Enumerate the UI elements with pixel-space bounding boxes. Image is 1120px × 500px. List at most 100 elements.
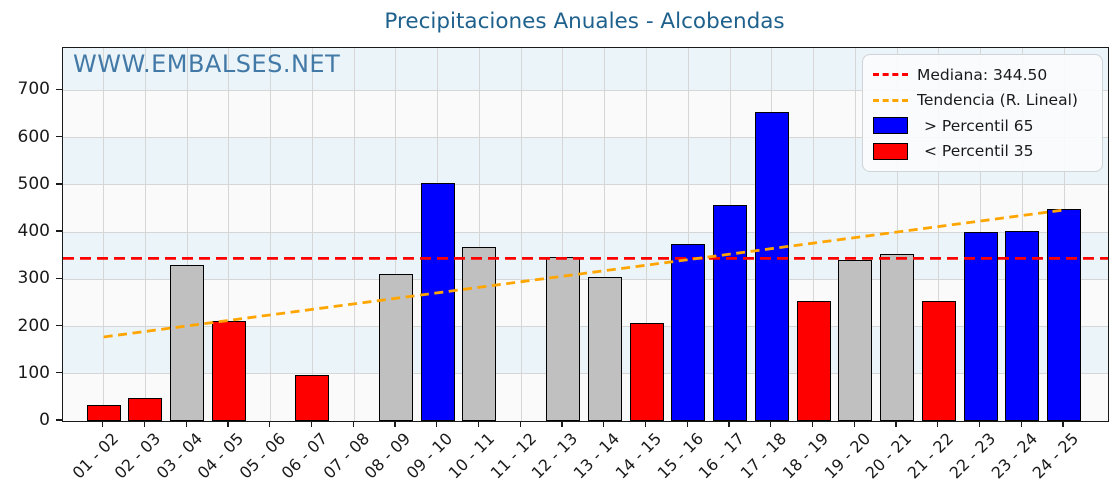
- y-tick-label: 300: [17, 268, 50, 289]
- h-gridline: [63, 326, 1108, 328]
- bar-10-11: [462, 247, 497, 421]
- v-gridline: [813, 48, 815, 421]
- bar-24-25: [1047, 208, 1082, 421]
- legend-item-p35: < Percentil 35: [871, 139, 1094, 165]
- h-gridline: [63, 137, 1108, 139]
- y-tick-mark: [56, 230, 62, 232]
- legend-item-trend: Tendencia (R. Lineal): [871, 88, 1094, 114]
- legend: Mediana: 344.50 Tendencia (R. Lineal) > …: [862, 54, 1103, 172]
- v-gridline: [854, 48, 856, 421]
- legend-item-median: Mediana: 344.50: [871, 62, 1094, 88]
- reference-lines-layer: [63, 208, 1108, 339]
- legend-label-p65: > Percentil 65: [924, 116, 1034, 135]
- y-tick-mark: [56, 419, 62, 421]
- v-gridline: [520, 48, 522, 421]
- h-gridline: [63, 89, 1108, 91]
- background-band: [63, 184, 1108, 233]
- v-gridline: [186, 48, 188, 421]
- bar-20-21: [880, 254, 915, 421]
- y-tick-label: 700: [17, 79, 50, 100]
- y-tick-label: 0: [39, 410, 50, 430]
- plot-area: WWW.EMBALSES.NET Mediana: 344.50 Tendenc…: [62, 47, 1109, 422]
- y-tick-mark: [56, 324, 62, 327]
- watermark: WWW.EMBALSES.NET: [73, 50, 341, 78]
- bar-03-04: [170, 265, 205, 421]
- x-tick-mark: [185, 421, 187, 427]
- y-tick-label: 500: [17, 173, 50, 194]
- h-gridline: [63, 231, 1108, 233]
- trend-line: [103, 208, 1065, 339]
- x-tick-mark: [269, 421, 271, 427]
- x-tick-mark: [811, 421, 814, 427]
- x-tick-mark: [143, 421, 146, 427]
- bar-06-07: [295, 375, 330, 421]
- bar-15-16: [671, 243, 706, 421]
- y-tick-mark: [56, 136, 62, 138]
- x-tick-mark: [644, 421, 647, 427]
- bar-12-13: [545, 256, 580, 421]
- blue-swatch-icon: [871, 117, 909, 135]
- v-gridline: [395, 48, 397, 421]
- legend-item-p65: > Percentil 65: [871, 113, 1094, 139]
- x-tick-mark: [728, 421, 730, 427]
- x-tick-mark: [477, 421, 480, 427]
- y-tick-label: 400: [17, 221, 50, 242]
- red-swatch-icon: [871, 142, 909, 160]
- h-gridline: [63, 278, 1108, 280]
- x-tick-mark: [394, 421, 396, 427]
- y-tick-mark: [56, 88, 62, 91]
- v-gridline: [478, 48, 480, 421]
- bar-18-19: [796, 300, 831, 421]
- v-gridline: [353, 48, 355, 421]
- x-tick-mark: [895, 421, 897, 427]
- bar-19-20: [838, 259, 873, 421]
- bar-21-22: [921, 300, 956, 421]
- bars-layer: [63, 48, 1108, 421]
- x-tick-mark: [770, 421, 772, 427]
- h-gridline: [63, 373, 1108, 375]
- v-gridline: [311, 48, 313, 421]
- x-tick-mark: [686, 421, 688, 427]
- x-tick-mark: [603, 421, 605, 427]
- x-tick-mark: [436, 421, 438, 427]
- x-tick-mark: [519, 421, 521, 427]
- legend-label-trend: Tendencia (R. Lineal): [917, 91, 1078, 110]
- x-tick-mark: [561, 421, 563, 427]
- v-gridline: [604, 48, 606, 421]
- v-gridline: [687, 48, 689, 421]
- y-tick-label: 600: [17, 126, 50, 147]
- x-tick-mark: [937, 421, 939, 427]
- bar-22-23: [963, 232, 998, 421]
- x-tick-mark: [227, 421, 229, 427]
- bar-13-14: [587, 276, 622, 421]
- bar-23-24: [1005, 231, 1040, 421]
- y-tick-mark: [56, 372, 62, 374]
- v-gridline: [144, 48, 146, 421]
- v-gridline: [103, 48, 105, 421]
- median-dash-icon: [871, 73, 909, 77]
- y-tick-label: 100: [17, 362, 50, 383]
- x-tick-mark: [310, 421, 313, 427]
- y-tick-label: 200: [17, 315, 50, 336]
- legend-label-p35: < Percentil 35: [924, 142, 1034, 161]
- background-band: [63, 232, 1108, 280]
- bar-16-17: [713, 204, 747, 421]
- bar-14-15: [629, 322, 664, 421]
- bar-02-03: [128, 398, 163, 421]
- bar-04-05: [211, 320, 246, 421]
- v-gridline: [228, 48, 230, 421]
- chart-title: Precipitaciones Anuales - Alcobendas: [384, 9, 785, 34]
- v-gridline: [646, 48, 647, 421]
- x-tick-mark: [102, 421, 104, 427]
- v-gridline: [562, 48, 564, 421]
- x-tick-mark: [853, 421, 855, 427]
- y-tick-mark: [56, 277, 62, 280]
- y-tick-mark: [56, 183, 62, 185]
- v-gridline: [896, 48, 898, 421]
- x-tick-mark: [352, 421, 354, 427]
- x-tick-mark: [1062, 421, 1064, 427]
- bar-01-02: [86, 405, 121, 421]
- h-gridline: [63, 184, 1108, 186]
- v-gridline: [938, 48, 940, 421]
